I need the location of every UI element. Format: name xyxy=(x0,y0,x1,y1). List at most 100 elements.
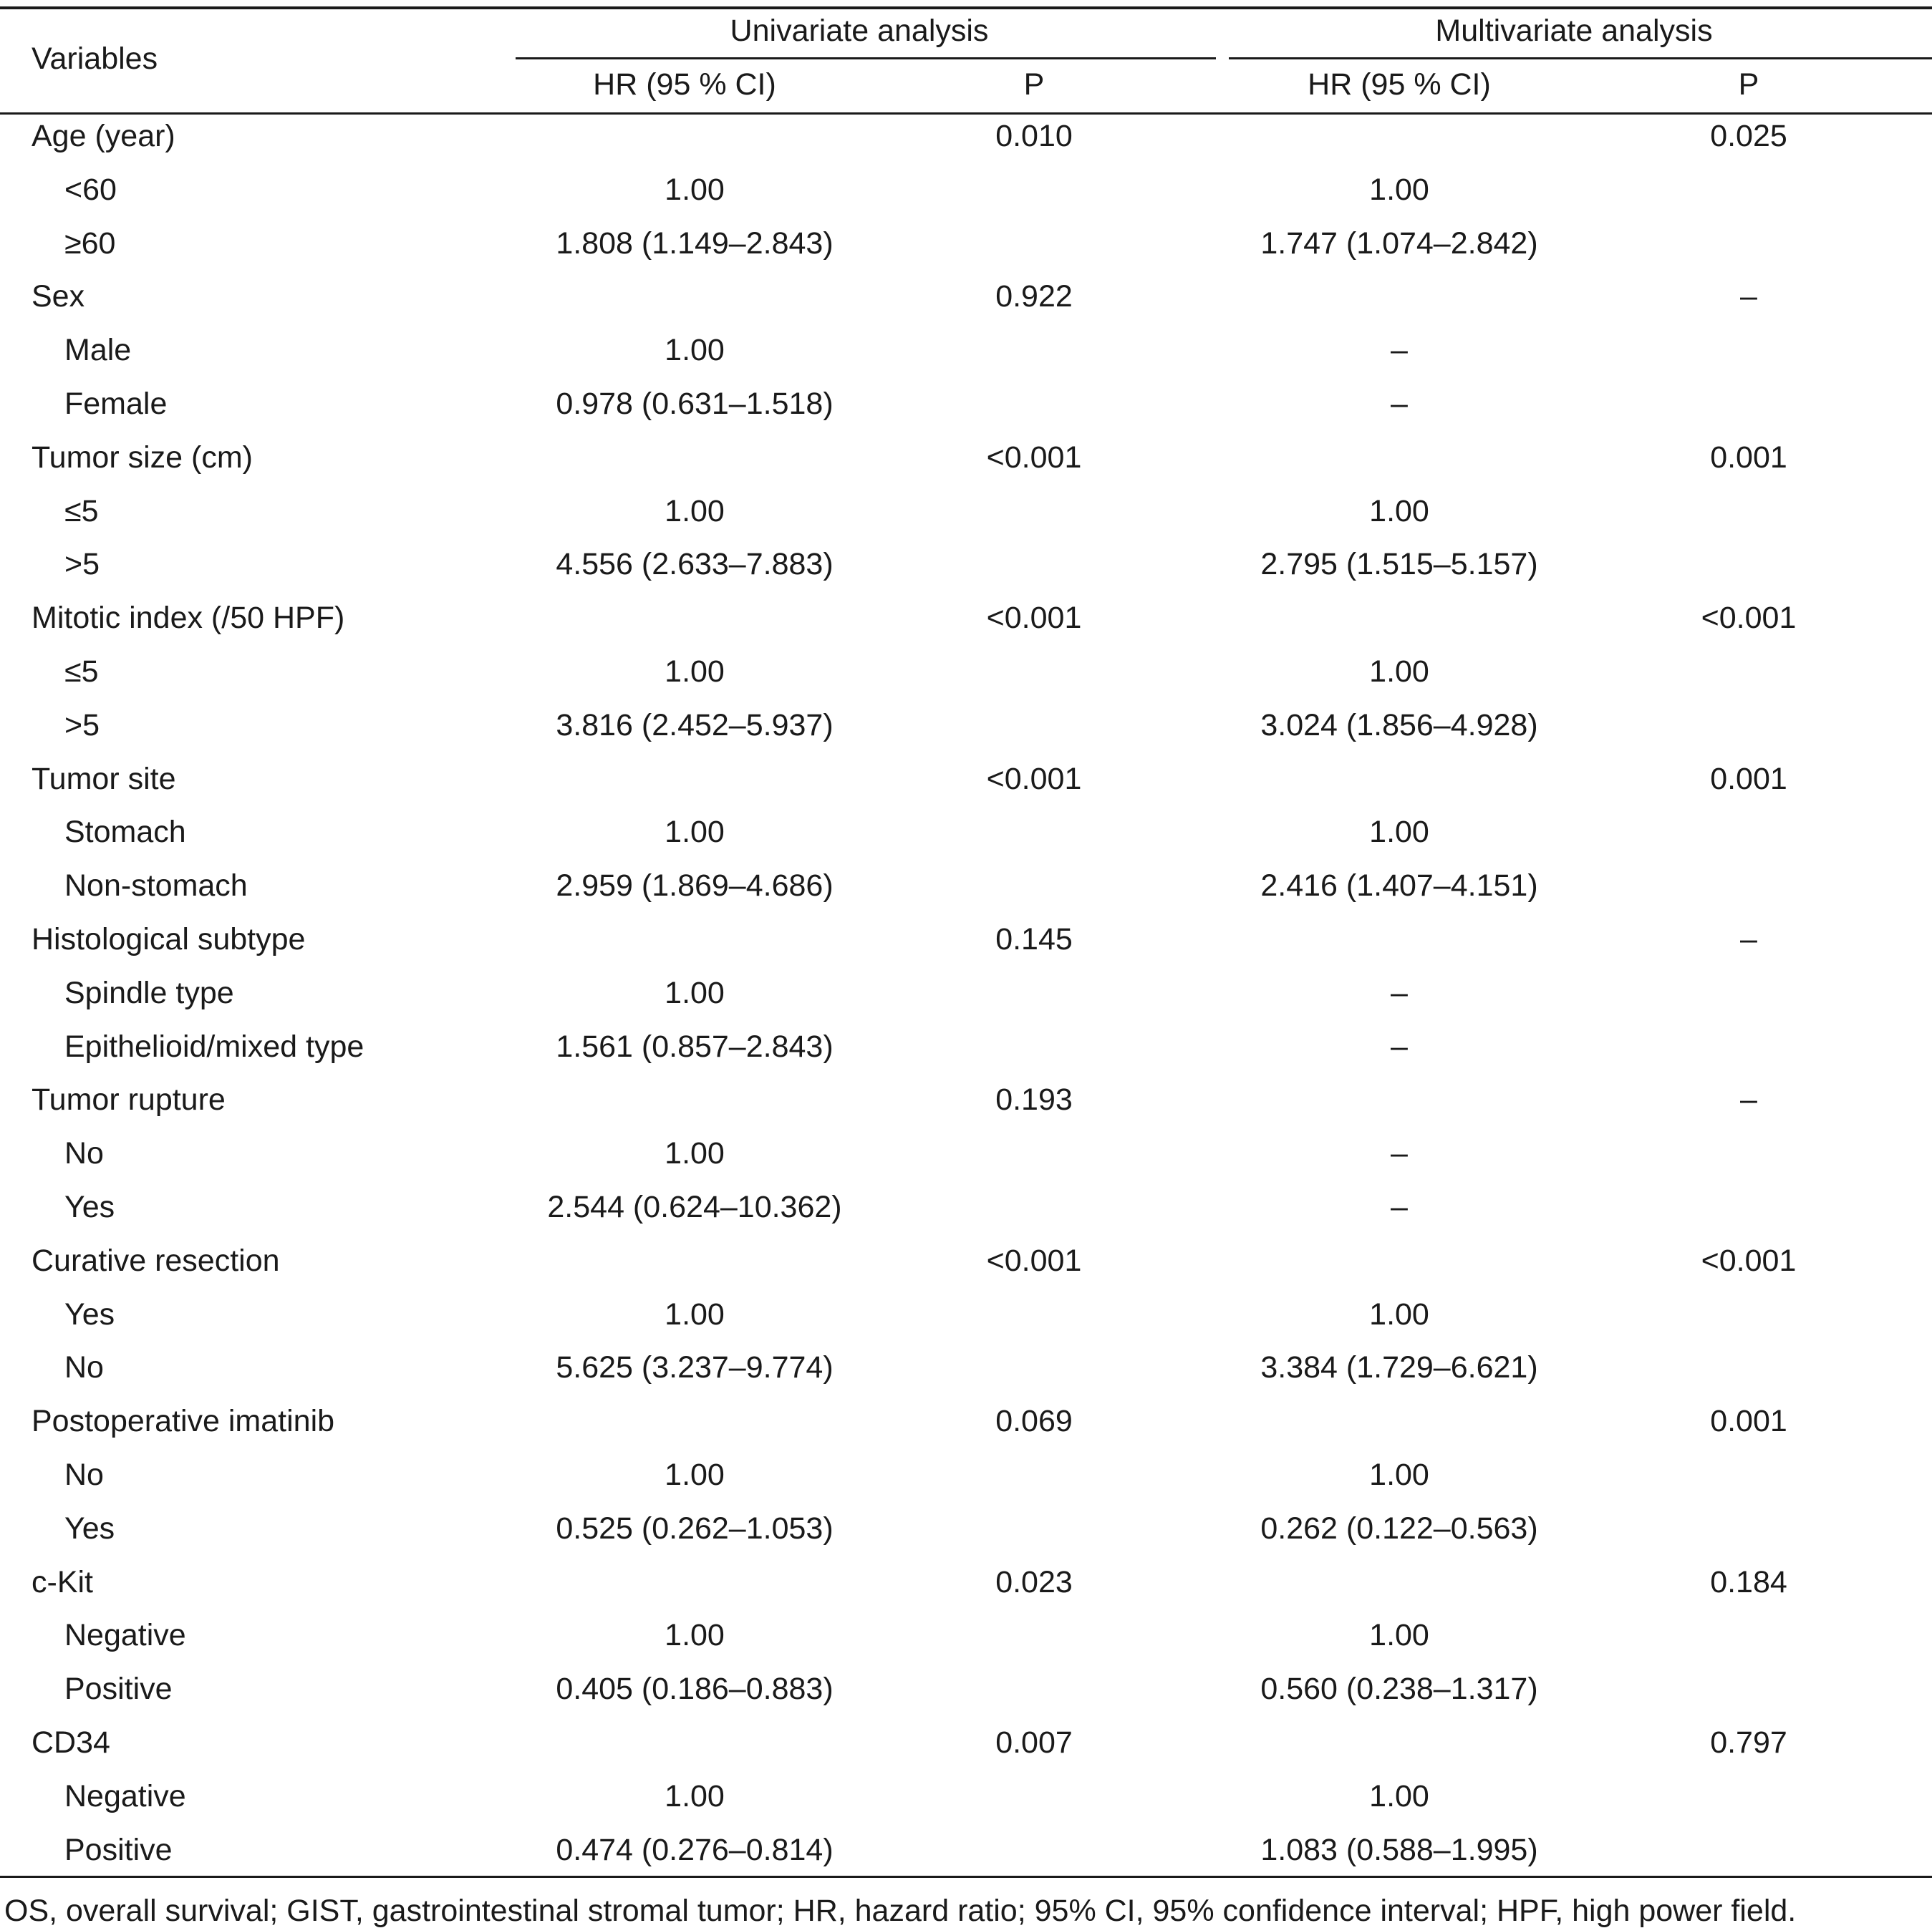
row-sublabel: No xyxy=(64,1350,104,1385)
row-label: Curative resection xyxy=(32,1244,280,1278)
row-label: Histological subtype xyxy=(32,922,306,956)
univariate-hr-cell: 4.556 (2.633–7.883) xyxy=(556,547,834,581)
row-sublabel: Non-stomach xyxy=(64,868,248,903)
multivariate-underline xyxy=(1229,57,1932,59)
univariate-p-cell: <0.001 xyxy=(986,440,1082,475)
row-sublabel: No xyxy=(64,1136,104,1171)
multivariate-hr-cell: 1.00 xyxy=(1369,654,1429,689)
univariate-p-cell: 0.193 xyxy=(995,1082,1073,1117)
univariate-hr-cell: 1.00 xyxy=(665,173,725,207)
multivariate-p-cell: <0.001 xyxy=(1701,601,1797,635)
univariate-underline xyxy=(516,57,1216,59)
bottom-rule xyxy=(0,1876,1932,1878)
multivariate-hr-cell: 1.00 xyxy=(1369,1618,1429,1652)
multivariate-p-cell: – xyxy=(1740,279,1757,314)
multivariate-hr-cell: – xyxy=(1391,1136,1408,1171)
multivariate-p-cell: 0.001 xyxy=(1710,762,1787,796)
row-sublabel: Yes xyxy=(64,1297,115,1332)
univariate-hr-cell: 0.978 (0.631–1.518) xyxy=(556,387,834,421)
multivariate-hr-cell: 3.384 (1.729–6.621) xyxy=(1260,1350,1538,1385)
univariate-p-cell: 0.007 xyxy=(995,1725,1073,1760)
multivariate-hr-cell: 1.083 (0.588–1.995) xyxy=(1260,1833,1538,1867)
univariate-p-cell: 0.069 xyxy=(995,1404,1073,1438)
row-label: Tumor size (cm) xyxy=(32,440,253,475)
multivariate-hr-cell: – xyxy=(1391,976,1408,1010)
univariate-hr-cell: 1.00 xyxy=(665,494,725,528)
row-sublabel: Positive xyxy=(64,1672,173,1706)
multivariate-hr-cell: 1.00 xyxy=(1369,815,1429,849)
multivariate-hr-cell: 1.00 xyxy=(1369,1458,1429,1492)
row-label: Tumor site xyxy=(32,762,176,796)
univariate-hr-cell: 1.00 xyxy=(665,1618,725,1652)
multivariate-hr-cell: 0.560 (0.238–1.317) xyxy=(1260,1672,1538,1706)
row-sublabel: Negative xyxy=(64,1618,186,1652)
multivariate-hr-cell: 1.747 (1.074–2.842) xyxy=(1260,226,1538,261)
univariate-hr-cell: 1.561 (0.857–2.843) xyxy=(556,1030,834,1064)
row-sublabel: Yes xyxy=(64,1190,115,1224)
multivariate-hr-cell: 1.00 xyxy=(1369,173,1429,207)
univariate-p-cell: <0.001 xyxy=(986,601,1082,635)
table-footnote: OS, overall survival; GIST, gastrointest… xyxy=(4,1894,1797,1928)
univariate-hr-cell: 1.00 xyxy=(665,1136,725,1171)
row-label: Age (year) xyxy=(32,119,175,153)
row-sublabel: Yes xyxy=(64,1511,115,1546)
multivariate-hr-cell: 2.795 (1.515–5.157) xyxy=(1260,547,1538,581)
univariate-p-cell: 0.145 xyxy=(995,922,1073,956)
row-sublabel: Negative xyxy=(64,1779,186,1813)
header-multivariate-hr: HR (95 % CI) xyxy=(1308,67,1491,102)
row-sublabel: Male xyxy=(64,333,132,367)
row-label: Postoperative imatinib xyxy=(32,1404,335,1438)
univariate-p-cell: <0.001 xyxy=(986,1244,1082,1278)
row-sublabel: <60 xyxy=(64,173,117,207)
univariate-p-cell: 0.010 xyxy=(995,119,1073,153)
multivariate-p-cell: – xyxy=(1740,922,1757,956)
row-label: Tumor rupture xyxy=(32,1082,226,1117)
row-sublabel: ≥60 xyxy=(64,226,116,261)
univariate-hr-cell: 0.474 (0.276–0.814) xyxy=(556,1833,834,1867)
univariate-p-cell: 0.023 xyxy=(995,1565,1073,1599)
multivariate-p-cell: 0.184 xyxy=(1710,1565,1787,1599)
multivariate-p-cell: 0.001 xyxy=(1710,440,1787,475)
multivariate-hr-cell: – xyxy=(1391,1030,1408,1064)
multivariate-hr-cell: 1.00 xyxy=(1369,1779,1429,1813)
row-sublabel: No xyxy=(64,1458,104,1492)
multivariate-hr-cell: 0.262 (0.122–0.563) xyxy=(1260,1511,1538,1546)
header-univariate: Univariate analysis xyxy=(730,14,989,48)
univariate-p-cell: 0.922 xyxy=(995,279,1073,314)
header-univariate-p: P xyxy=(1023,67,1045,102)
multivariate-p-cell: 0.797 xyxy=(1710,1725,1787,1760)
univariate-hr-cell: 1.00 xyxy=(665,1458,725,1492)
row-label: CD34 xyxy=(32,1725,110,1760)
univariate-hr-cell: 1.00 xyxy=(665,976,725,1010)
header-multivariate: Multivariate analysis xyxy=(1435,14,1713,48)
row-label: c-Kit xyxy=(32,1565,93,1599)
multivariate-p-cell: <0.001 xyxy=(1701,1244,1797,1278)
row-sublabel: >5 xyxy=(64,708,100,742)
univariate-hr-cell: 1.00 xyxy=(665,1297,725,1332)
header-univariate-hr: HR (95 % CI) xyxy=(593,67,776,102)
multivariate-p-cell: 0.025 xyxy=(1710,119,1787,153)
row-sublabel: Epithelioid/mixed type xyxy=(64,1030,364,1064)
univariate-hr-cell: 1.00 xyxy=(665,654,725,689)
univariate-hr-cell: 3.816 (2.452–5.937) xyxy=(556,708,834,742)
multivariate-hr-cell: 3.024 (1.856–4.928) xyxy=(1260,708,1538,742)
multivariate-p-cell: 0.001 xyxy=(1710,1404,1787,1438)
univariate-hr-cell: 5.625 (3.237–9.774) xyxy=(556,1350,834,1385)
top-rule xyxy=(0,6,1932,9)
row-label: Mitotic index (/50 HPF) xyxy=(32,601,345,635)
univariate-hr-cell: 0.405 (0.186–0.883) xyxy=(556,1672,834,1706)
multivariate-hr-cell: – xyxy=(1391,333,1408,367)
row-sublabel: Positive xyxy=(64,1833,173,1867)
row-sublabel: ≤5 xyxy=(64,654,99,689)
univariate-hr-cell: 2.544 (0.624–10.362) xyxy=(547,1190,842,1224)
multivariate-hr-cell: – xyxy=(1391,1190,1408,1224)
univariate-p-cell: <0.001 xyxy=(986,762,1082,796)
univariate-hr-cell: 1.00 xyxy=(665,333,725,367)
multivariate-hr-cell: – xyxy=(1391,387,1408,421)
row-label: Sex xyxy=(32,279,85,314)
header-variables: Variables xyxy=(32,42,158,76)
univariate-hr-cell: 0.525 (0.262–1.053) xyxy=(556,1511,834,1546)
row-sublabel: >5 xyxy=(64,547,100,581)
row-sublabel: Stomach xyxy=(64,815,186,849)
multivariate-hr-cell: 2.416 (1.407–4.151) xyxy=(1260,868,1538,903)
